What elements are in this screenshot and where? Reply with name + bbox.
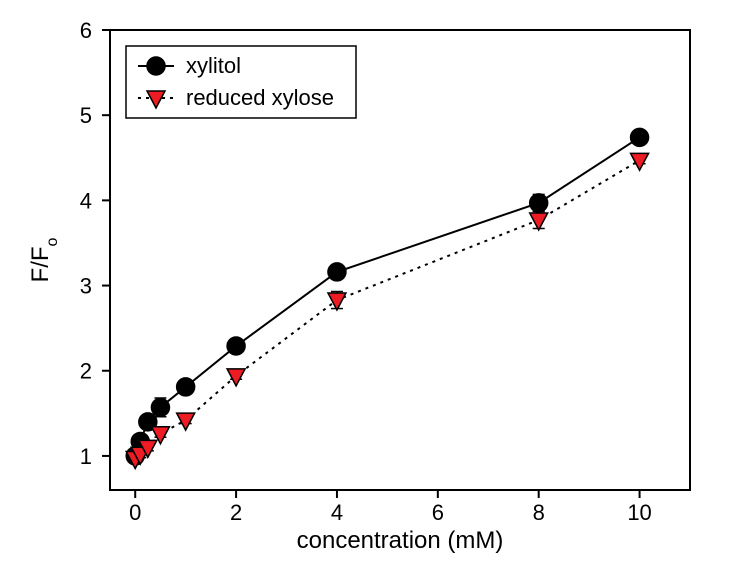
x-tick-label: 0 — [129, 500, 141, 525]
legend-label: xylitol — [186, 53, 241, 78]
marker-triangle-down — [227, 369, 245, 386]
scatter-line-chart: 0246810123456concentration (mM)F/Foxylit… — [0, 0, 750, 573]
series-reduced-xylose — [126, 153, 648, 468]
x-tick-label: 10 — [627, 500, 651, 525]
marker-circle — [147, 57, 165, 75]
x-tick-label: 6 — [432, 500, 444, 525]
x-tick-label: 2 — [230, 500, 242, 525]
x-tick-label: 8 — [533, 500, 545, 525]
marker-circle — [631, 128, 649, 146]
marker-triangle-down — [177, 413, 195, 430]
marker-circle — [328, 263, 346, 281]
y-tick-label: 3 — [80, 274, 92, 299]
y-tick-label: 5 — [80, 103, 92, 128]
x-axis-label: concentration (mM) — [297, 527, 504, 554]
y-tick-label: 6 — [80, 18, 92, 43]
x-tick-label: 4 — [331, 500, 343, 525]
y-tick-label: 1 — [80, 444, 92, 469]
y-tick-label: 4 — [80, 188, 92, 213]
marker-circle — [227, 337, 245, 355]
legend-label: reduced xylose — [186, 85, 334, 110]
y-tick-label: 2 — [80, 359, 92, 384]
series-line — [135, 137, 639, 456]
marker-circle — [530, 194, 548, 212]
marker-triangle-down — [631, 153, 649, 170]
y-axis-label: F/Fo — [27, 237, 61, 282]
marker-circle — [151, 398, 169, 416]
series-line — [135, 160, 639, 458]
marker-triangle-down — [530, 213, 548, 230]
legend: xylitol reduced xylose — [126, 46, 356, 118]
marker-triangle-down — [328, 293, 346, 310]
marker-circle — [177, 378, 195, 396]
chart-container: 0246810123456concentration (mM)F/Foxylit… — [0, 0, 750, 573]
series-xylitol — [126, 128, 648, 465]
